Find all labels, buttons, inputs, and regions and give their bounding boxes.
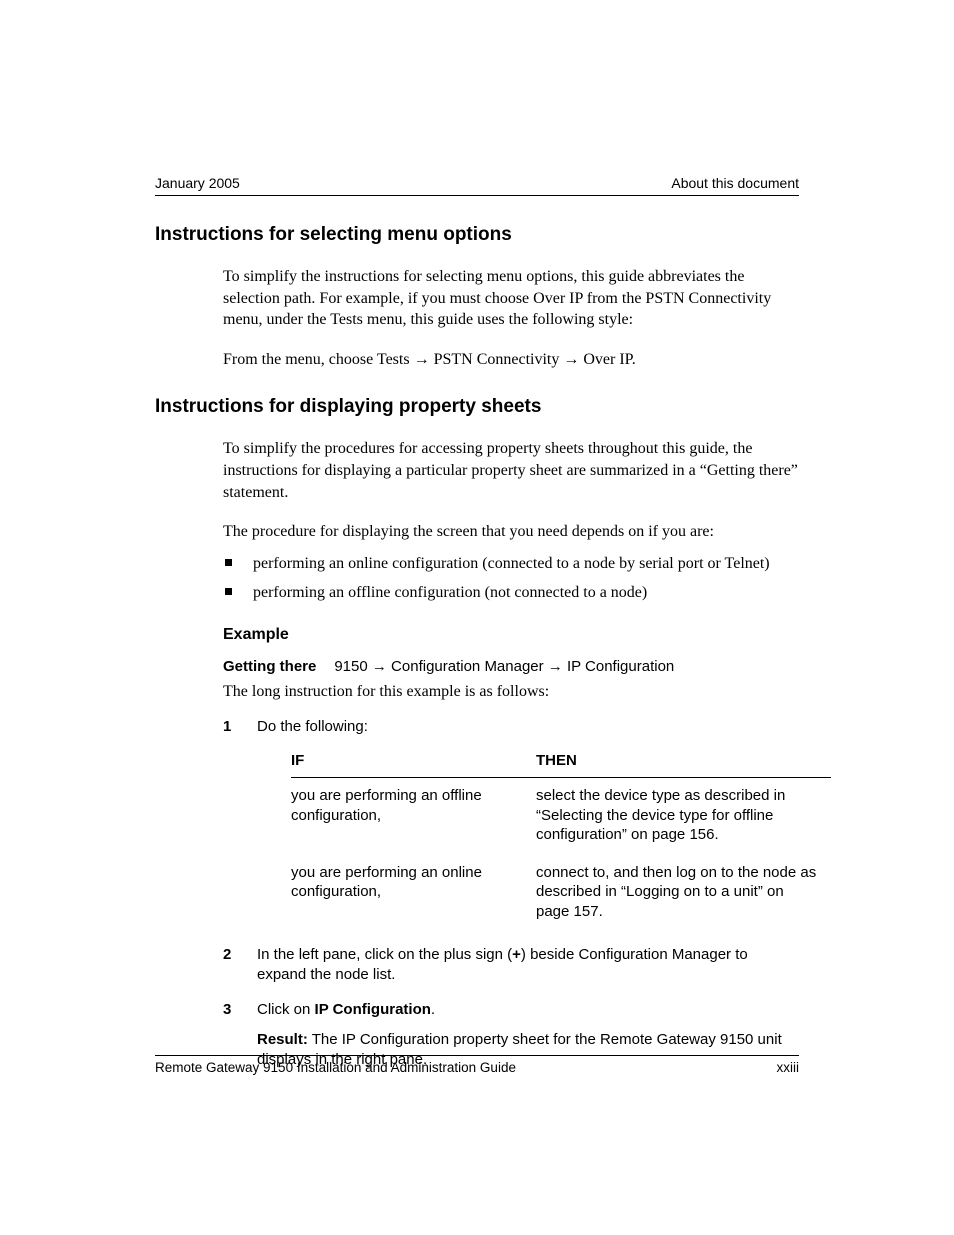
step-text: Do the following: <box>257 718 368 735</box>
step-number: 2 <box>223 945 231 965</box>
paragraph: To simplify the instructions for selecti… <box>223 266 799 331</box>
paragraph: From the menu, choose Tests → PSTN Conne… <box>223 349 799 371</box>
step-number: 1 <box>223 717 231 737</box>
running-header: January 2005 About this document <box>155 175 799 196</box>
step-list: 1 Do the following: IF THEN you are perf… <box>223 717 799 1071</box>
section-body: To simplify the instructions for selecti… <box>223 266 799 370</box>
result-label: Result: <box>257 1031 308 1048</box>
table-header-row: IF THEN <box>291 747 831 778</box>
list-item: performing an offline configuration (not… <box>223 582 799 604</box>
page: January 2005 About this document Instruc… <box>0 0 954 1235</box>
plus-sign: + <box>512 946 521 963</box>
cell-then: connect to, and then log on to the node … <box>536 855 831 932</box>
heading-menu-options: Instructions for selecting menu options <box>155 224 799 246</box>
text-fragment: Click on <box>257 1001 315 1018</box>
step-text: In the left pane, click on the plus sign… <box>257 946 748 983</box>
text-fragment: In the left pane, click on the plus sign… <box>257 946 512 963</box>
bullet-square-icon <box>225 559 232 566</box>
cell-if: you are performing an online configurati… <box>291 855 536 932</box>
paragraph: The procedure for displaying the screen … <box>223 521 799 543</box>
step-item: 1 Do the following: IF THEN you are perf… <box>223 717 799 932</box>
text-fragment: . <box>431 1001 435 1018</box>
step-item: 2 In the left pane, click on the plus si… <box>223 945 799 986</box>
bullet-list: performing an online configuration (conn… <box>223 553 799 604</box>
getting-there-line: Getting there 9150 → Configuration Manage… <box>223 658 799 675</box>
getting-there-path: 9150 → Configuration Manager → IP Config… <box>334 658 674 675</box>
bullet-square-icon <box>225 588 232 595</box>
paragraph: To simplify the procedures for accessing… <box>223 438 799 503</box>
list-item: performing an online configuration (conn… <box>223 553 799 575</box>
if-then-table: IF THEN you are performing an offline co… <box>291 747 831 931</box>
getting-there-label: Getting there <box>223 658 316 675</box>
paragraph: The long instruction for this example is… <box>223 681 799 703</box>
header-section: About this document <box>671 175 799 191</box>
step-number: 3 <box>223 1000 231 1020</box>
heading-property-sheets: Instructions for displaying property she… <box>155 396 799 418</box>
running-footer: Remote Gateway 9150 Installation and Adm… <box>155 1055 799 1075</box>
col-header-then: THEN <box>536 747 831 778</box>
footer-page-number: xxiii <box>777 1060 800 1075</box>
cell-then: select the device type as described in “… <box>536 778 831 855</box>
ip-configuration-label: IP Configuration <box>315 1001 431 1018</box>
col-header-if: IF <box>291 747 536 778</box>
footer-title: Remote Gateway 9150 Installation and Adm… <box>155 1060 516 1075</box>
header-date: January 2005 <box>155 175 240 191</box>
list-item-text: performing an online configuration (conn… <box>253 555 770 572</box>
example-heading: Example <box>223 626 799 644</box>
table-row: you are performing an offline configurat… <box>291 778 831 855</box>
step-text: Click on IP Configuration. <box>257 1001 435 1018</box>
list-item-text: performing an offline configuration (not… <box>253 584 647 601</box>
section-body: To simplify the procedures for accessing… <box>223 438 799 1070</box>
cell-if: you are performing an offline configurat… <box>291 778 536 855</box>
table-row: you are performing an online configurati… <box>291 855 831 932</box>
